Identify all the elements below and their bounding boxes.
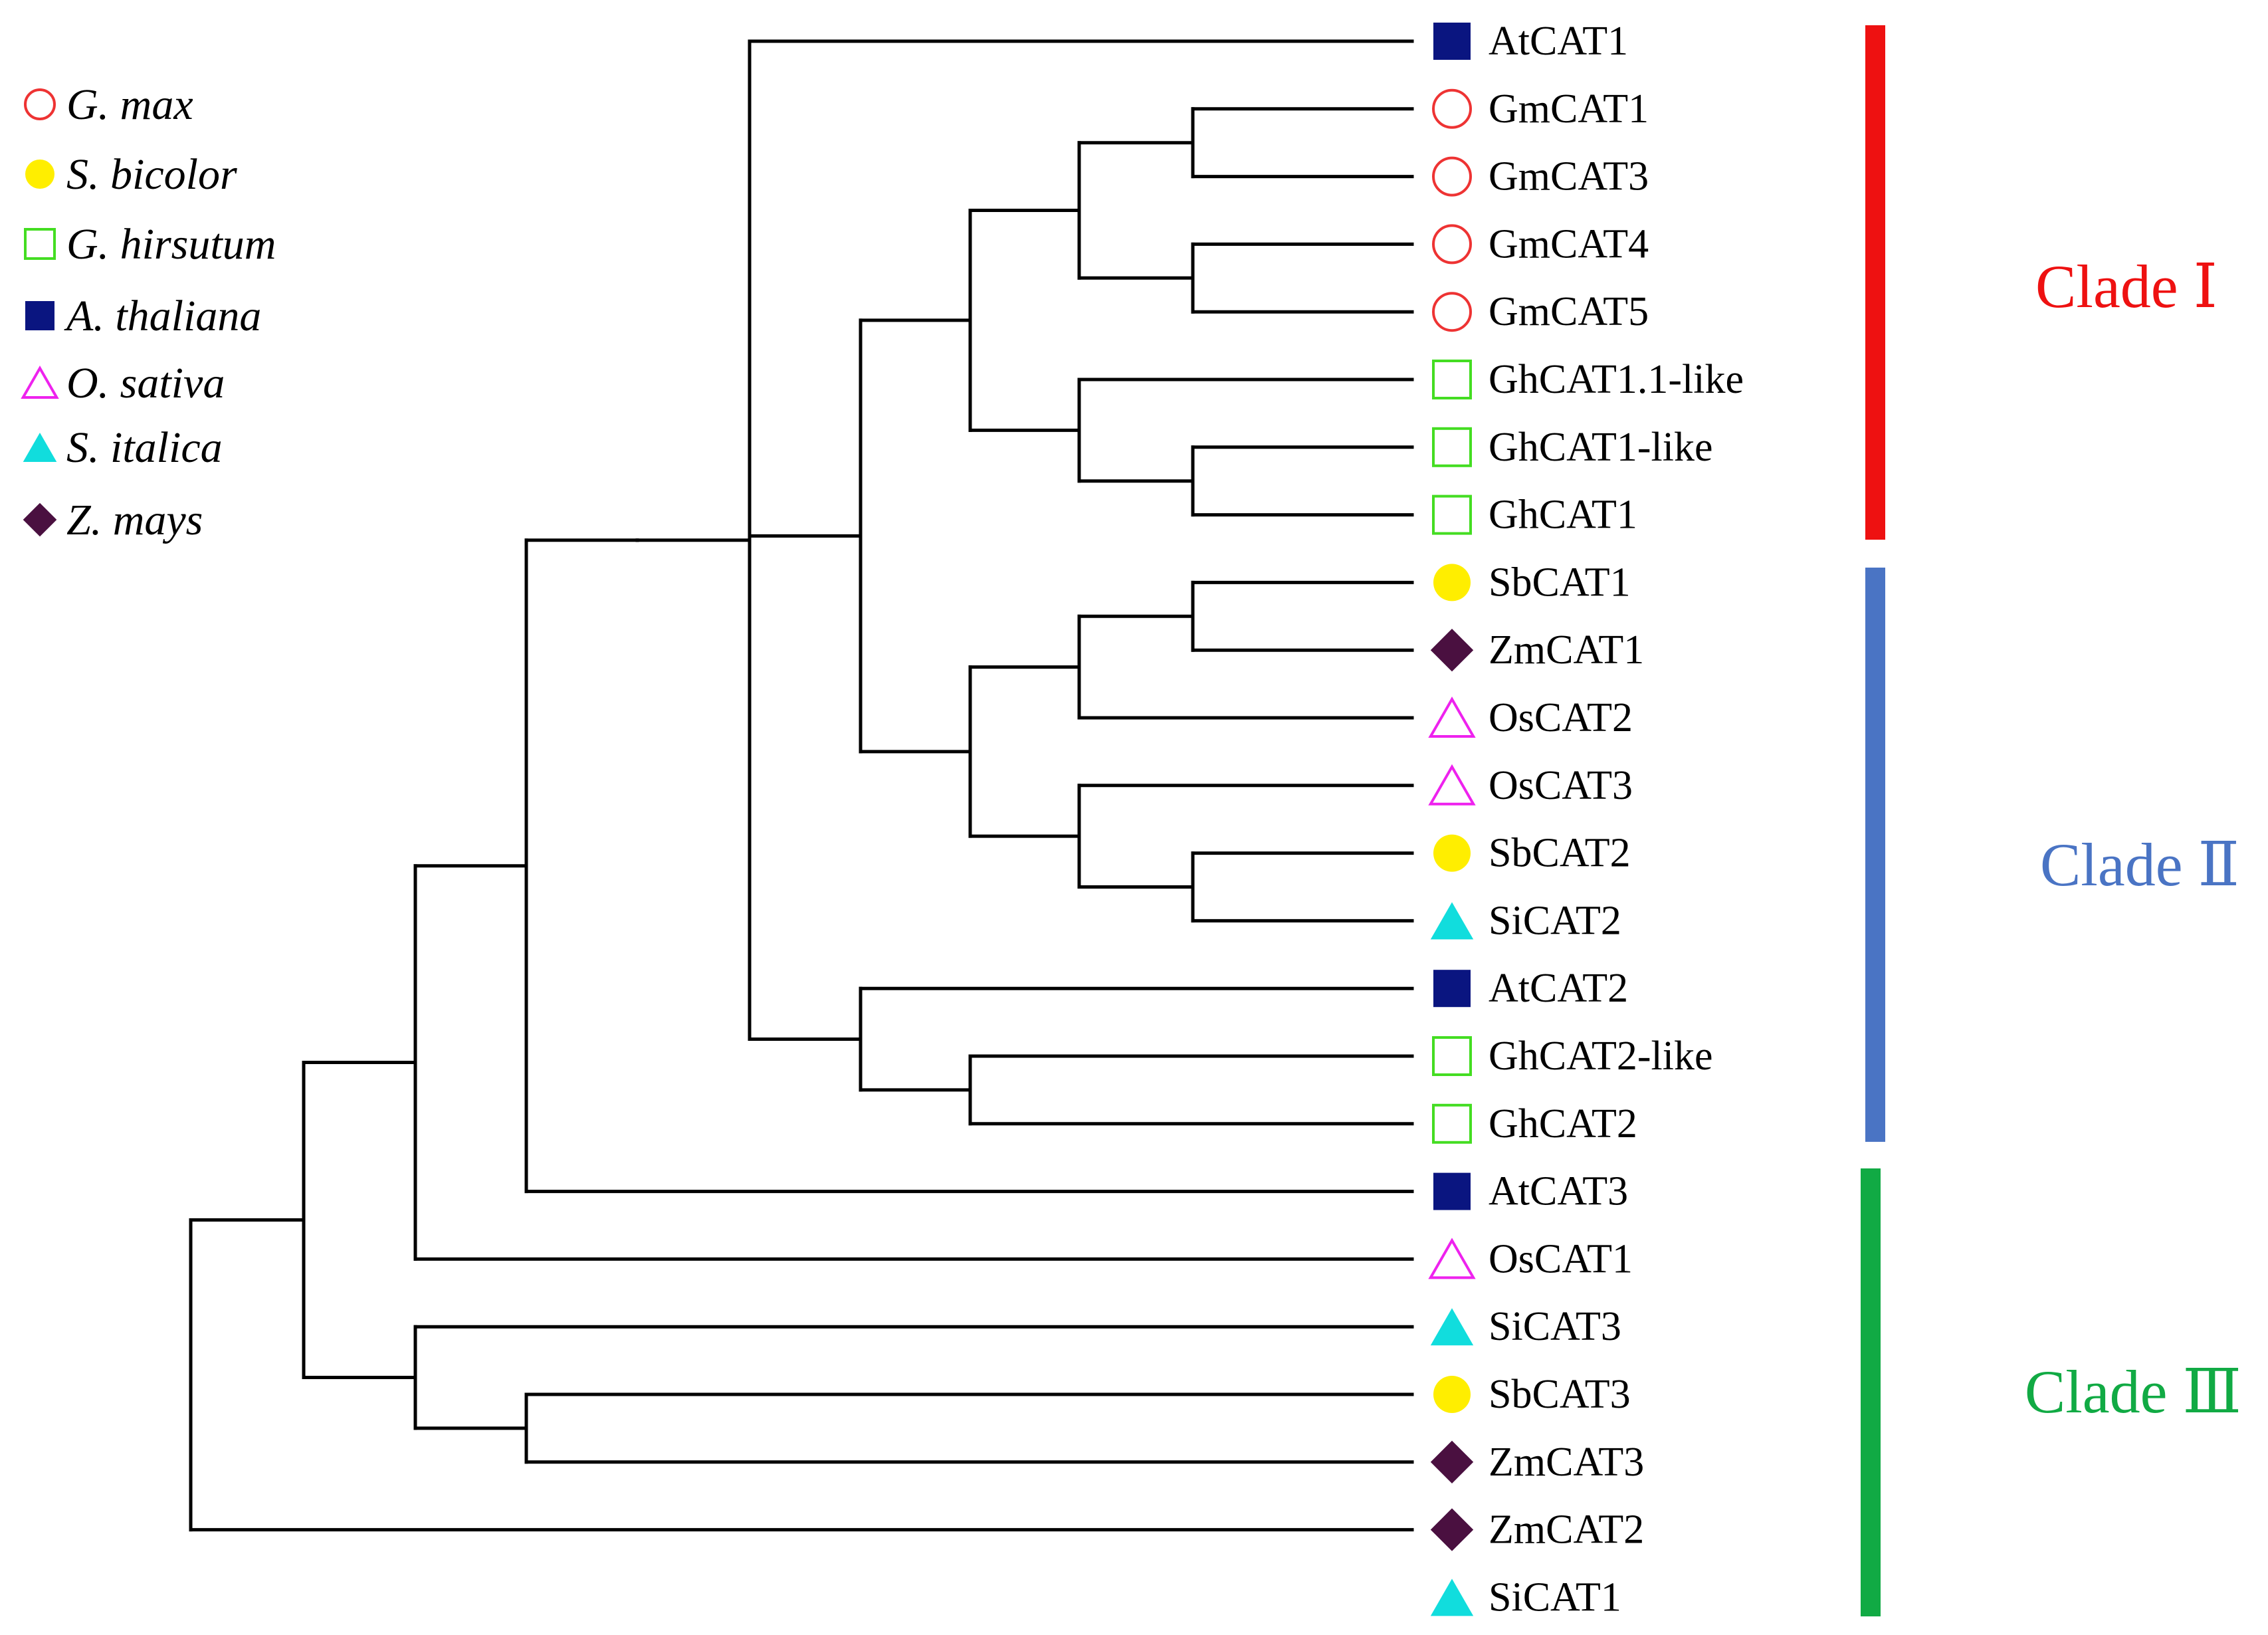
- tree-leaves: AtCAT1 GmCAT1 GmCAT3 GmCAT4 GmCAT5 GhCAT1.1-l…: [1428, 19, 1744, 1620]
- leaf-zmcat2-filled-diamond-icon: [1430, 1508, 1474, 1551]
- leaf-sicat2-filled-triangle-icon: [1430, 902, 1474, 940]
- leaf-label-zmcat2: ZmCAT2: [1489, 1507, 1644, 1553]
- leaf-gmcat3-open-circle-icon: [1432, 156, 1472, 197]
- leaf-label-sicat1: SiCAT1: [1489, 1575, 1621, 1620]
- leaf-atcat2-filled-square-icon: [1433, 970, 1471, 1008]
- leaf-label-gmcat5: GmCAT5: [1489, 289, 1649, 334]
- legend-label-g-max: G. max: [66, 80, 193, 129]
- legend-o-sativa-open-triangle-icon: [21, 365, 59, 399]
- clade-label-1: Clade Ⅰ: [2035, 253, 2217, 320]
- clade-bars: Clade Ⅰ Clade Ⅱ Clade Ⅲ: [1861, 25, 2241, 1616]
- leaf-label-oscat3: OsCAT3: [1489, 763, 1633, 808]
- leaf-sicat3-filled-triangle-icon: [1430, 1308, 1474, 1346]
- leaf-label-sbcat1: SbCAT1: [1489, 560, 1631, 605]
- leaf-sbcat2-filled-circle-icon: [1433, 834, 1471, 872]
- legend-g-hirsutum-open-square-icon: [24, 228, 56, 260]
- leaf-gmcat5-open-circle-icon: [1432, 292, 1472, 332]
- leaf-label-gmcat4: GmCAT4: [1489, 221, 1649, 267]
- legend-label-g-hirsutum: G. hirsutum: [66, 220, 276, 269]
- legend-a-thaliana-filled-square-icon: [25, 301, 54, 330]
- leaf-label-atcat2: AtCAT2: [1489, 966, 1628, 1011]
- leaf-label-atcat1: AtCAT1: [1489, 19, 1628, 64]
- legend-label-a-thaliana: A. thaliana: [64, 292, 261, 340]
- leaf-label-zmcat1: ZmCAT1: [1489, 627, 1644, 673]
- species-legend: G. max S. bicolor G. hirsutum A. thaliana O.…: [21, 80, 276, 544]
- leaf-label-sbcat2: SbCAT2: [1489, 831, 1631, 876]
- leaf-label-atcat3: AtCAT3: [1489, 1169, 1628, 1214]
- leaf-zmcat3-filled-diamond-icon: [1430, 1440, 1474, 1483]
- leaf-label-oscat1: OsCAT1: [1489, 1236, 1633, 1281]
- legend-label-s-bicolor: S. bicolor: [66, 150, 237, 199]
- leaf-label-ghcat1: GhCAT1: [1489, 492, 1637, 538]
- leaf-ghcat1-1-like-open-square-icon: [1432, 360, 1472, 399]
- leaf-label-sicat2: SiCAT2: [1489, 898, 1621, 943]
- leaf-oscat2-open-triangle-icon: [1428, 696, 1476, 738]
- legend-label-z-mays: Z. mays: [66, 496, 203, 544]
- legend-label-s-italica: S. italica: [66, 423, 223, 472]
- leaf-label-oscat2: OsCAT2: [1489, 695, 1633, 740]
- leaf-atcat1-filled-square-icon: [1433, 23, 1471, 60]
- leaf-ghcat1-like-open-square-icon: [1432, 427, 1472, 467]
- leaf-atcat3-filled-square-icon: [1433, 1172, 1471, 1210]
- leaf-sicat1-filled-triangle-icon: [1430, 1579, 1474, 1616]
- legend-s-italica-filled-triangle-icon: [23, 433, 57, 462]
- leaf-label-sicat3: SiCAT3: [1489, 1304, 1621, 1349]
- leaf-oscat3-open-triangle-icon: [1428, 764, 1476, 806]
- legend-s-bicolor-filled-circle-icon: [25, 160, 54, 189]
- leaf-gmcat1-open-circle-icon: [1432, 88, 1472, 129]
- leaf-zmcat1-filled-diamond-icon: [1430, 629, 1474, 672]
- leaf-label-sbcat3: SbCAT3: [1489, 1372, 1631, 1417]
- legend-label-o-sativa: O. sativa: [66, 359, 225, 407]
- leaf-sbcat3-filled-circle-icon: [1433, 1376, 1471, 1413]
- leaf-sbcat1-filled-circle-icon: [1433, 564, 1471, 601]
- leaf-label-ghcat1-1-like: GhCAT1.1-like: [1489, 357, 1744, 402]
- clade-label-2: Clade Ⅱ: [2040, 831, 2239, 899]
- leaf-label-gmcat3: GmCAT3: [1489, 154, 1649, 199]
- leaf-label-zmcat3: ZmCAT3: [1489, 1440, 1644, 1485]
- leaf-gmcat4-open-circle-icon: [1432, 224, 1472, 265]
- legend-z-mays-filled-diamond-icon: [23, 502, 57, 537]
- tree-branches: [189, 39, 1414, 1532]
- legend-g-max-open-circle-icon: [24, 88, 56, 120]
- leaf-label-gmcat1: GmCAT1: [1489, 86, 1649, 132]
- leaf-label-ghcat1-like: GhCAT1-like: [1489, 425, 1713, 470]
- leaf-label-ghcat2: GhCAT2: [1489, 1101, 1637, 1146]
- leaf-ghcat2-like-open-square-icon: [1432, 1036, 1472, 1076]
- leaf-oscat1-open-triangle-icon: [1428, 1238, 1476, 1279]
- leaf-label-ghcat2-like: GhCAT2-like: [1489, 1034, 1713, 1079]
- clade-label-3: Clade Ⅲ: [2025, 1358, 2241, 1426]
- leaf-ghcat1-open-square-icon: [1432, 494, 1472, 535]
- leaf-ghcat2-open-square-icon: [1432, 1103, 1472, 1144]
